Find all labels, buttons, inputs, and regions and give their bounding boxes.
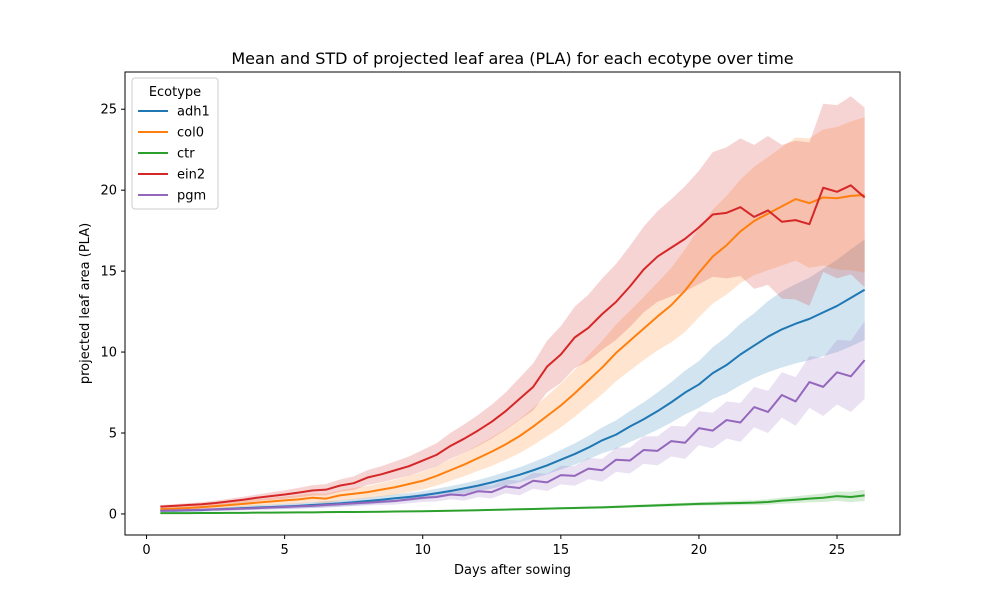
std-band-col0	[160, 117, 865, 511]
x-axis: 0 5 10 15 20 25	[142, 535, 845, 558]
x-axis-label: Days after sowing	[454, 563, 571, 578]
x-tick-label: 20	[691, 543, 708, 558]
std-band-ein2	[160, 96, 865, 509]
legend-label-ctr: ctr	[177, 147, 195, 162]
lines-layer	[160, 184, 866, 515]
plot-frame	[124, 71, 901, 536]
std-band-pgm	[160, 321, 865, 512]
y-tick-label: 10	[100, 346, 117, 361]
y-tick-label: 20	[100, 184, 117, 199]
legend-title: Ecotype	[149, 85, 201, 100]
series-line-pgm	[160, 359, 866, 512]
legend-label-adh1: adh1	[177, 105, 210, 120]
y-tick-label: 5	[109, 427, 117, 442]
x-tick-label: 25	[829, 543, 846, 558]
std-band-adh1	[160, 239, 865, 513]
y-tick-label: 15	[100, 265, 117, 280]
legend-label-col0: col0	[177, 126, 204, 141]
legend: Ecotype adh1 col0 ctr ein2 pgm	[131, 77, 219, 210]
y-axis-label: projected leaf area (PLA)	[78, 223, 93, 384]
x-tick-label: 5	[280, 543, 288, 558]
series-line-ein2	[160, 184, 866, 508]
x-tick-label: 15	[553, 543, 570, 558]
chart-title: Mean and STD of projected leaf area (PLA…	[231, 49, 793, 68]
legend-label-pgm: pgm	[177, 189, 206, 204]
y-tick-label: 0	[109, 507, 117, 522]
x-tick-label: 10	[414, 543, 431, 558]
series-line-ctr	[160, 494, 865, 515]
series-line-col0	[160, 194, 865, 511]
y-tick-label: 25	[100, 103, 117, 118]
legend-label-ein2: ein2	[177, 168, 205, 183]
x-tick-label: 0	[142, 543, 150, 558]
legend-items: adh1 col0 ctr ein2 pgm	[138, 105, 210, 204]
y-axis: 0 5 10 15 20 25	[100, 103, 125, 522]
